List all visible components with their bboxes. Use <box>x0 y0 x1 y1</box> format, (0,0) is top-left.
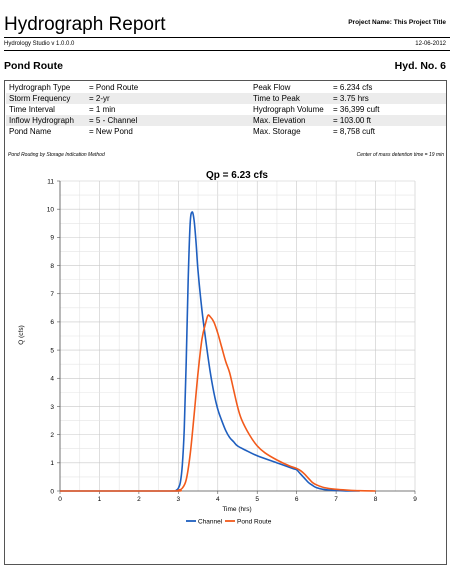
info-value: = 1 min <box>89 105 116 114</box>
info-row: Pond Name = New Pond Max. Storage = 8,758 c… <box>6 126 446 137</box>
info-value: = 2-yr <box>86 93 250 104</box>
report-date: 12-06-2012 <box>415 41 446 47</box>
info-row: Hydrograph Type = Pond Route Peak Flow = 6.… <box>6 82 446 93</box>
x-tick-label: 4 <box>216 496 220 503</box>
series-line-pond-route <box>59 314 376 492</box>
chart-legend: Channel Pond Route <box>186 518 272 525</box>
x-tick-label: 8 <box>374 496 378 503</box>
y-axis-label: Q (cfs) <box>18 325 25 345</box>
hydrograph-info-table: Hydrograph Type = Pond Route Peak Flow = 6.… <box>6 82 446 137</box>
x-tick-label: 1 <box>98 496 102 503</box>
legend-label: Pond Route <box>237 518 272 525</box>
y-tick-label: 6 <box>50 319 54 326</box>
legend-label: Channel <box>198 518 223 525</box>
grid-layer <box>59 180 416 492</box>
info-value: = 8,758 cuft <box>333 127 376 136</box>
y-tick-label: 11 <box>47 178 54 185</box>
x-axis-label: Time (hrs) <box>222 506 251 513</box>
info-label: Peak Flow <box>253 83 291 92</box>
x-tick-label: 9 <box>413 496 417 503</box>
info-value: = Pond Route <box>89 83 139 92</box>
app-name: Hydrology Studio v 1.0.0.0 <box>4 41 75 47</box>
x-tick-label: 5 <box>255 496 259 503</box>
info-value: = 103.00 ft <box>330 115 446 126</box>
info-row: Inflow Hydrograph = 5 - Channel Max. Eleva… <box>6 115 446 126</box>
y-tick-label: 9 <box>50 235 54 242</box>
series-line-channel <box>59 211 360 492</box>
subheader-divider <box>4 50 450 51</box>
header-divider <box>4 37 450 38</box>
info-value: = 3.75 hrs <box>330 93 446 104</box>
series-layer <box>59 211 376 492</box>
info-label: Time to Peak <box>250 93 330 104</box>
x-tick-label: 2 <box>137 496 141 503</box>
routing-method-note: Pond Routing by Storage Indication Metho… <box>8 152 105 158</box>
y-tick-label: 5 <box>50 347 54 354</box>
detention-time-note: Center of mass detention time = 19 min <box>356 152 444 158</box>
info-label: Storm Frequency <box>6 93 86 104</box>
x-tick-label: 3 <box>177 496 181 503</box>
info-label: Inflow Hydrograph <box>6 115 86 126</box>
y-tick-label: 7 <box>50 291 54 298</box>
y-tick-label: 2 <box>50 432 54 439</box>
x-tick-label: 6 <box>295 496 299 503</box>
project-name: Project Name: This Project Title <box>348 19 446 26</box>
info-value: = 36,399 cuft <box>333 105 380 114</box>
y-tick-label: 8 <box>50 263 54 270</box>
y-tick-label: 3 <box>50 404 54 411</box>
info-label: Hydrograph Volume <box>253 105 324 114</box>
x-tick-label: 0 <box>58 496 62 503</box>
info-label: Pond Name <box>9 127 52 136</box>
report-frame <box>4 80 447 565</box>
section-title: Pond Route <box>4 60 63 72</box>
info-label: Max. Storage <box>253 127 301 136</box>
x-tick-label: 7 <box>334 496 338 503</box>
info-value: = 5 - Channel <box>86 115 250 126</box>
info-value: = New Pond <box>89 127 133 136</box>
report-title: Hydrograph Report <box>4 14 166 35</box>
axes-layer: 0 1 2 3 4 5 6 7 8 9 0 1 2 3 4 5 6 7 8 9 10 11 <box>47 178 417 503</box>
y-tick-label: 1 <box>50 460 54 467</box>
info-label: Max. Elevation <box>250 115 330 126</box>
y-tick-label: 0 <box>50 488 54 495</box>
chart-title: Qp = 6.23 cfs <box>206 170 268 181</box>
y-tick-label: 4 <box>50 376 54 383</box>
info-label: Time Interval <box>9 105 55 114</box>
hydrograph-number: Hyd. No. 6 <box>394 60 446 72</box>
info-row: Time Interval = 1 min Hydrograph Volume = 3… <box>6 104 446 115</box>
info-label: Hydrograph Type <box>9 83 71 92</box>
info-row: Storm Frequency = 2-yr Time to Peak = 3.75 … <box>6 93 446 104</box>
info-value: = 6.234 cfs <box>333 83 373 92</box>
y-tick-label: 10 <box>47 206 55 213</box>
